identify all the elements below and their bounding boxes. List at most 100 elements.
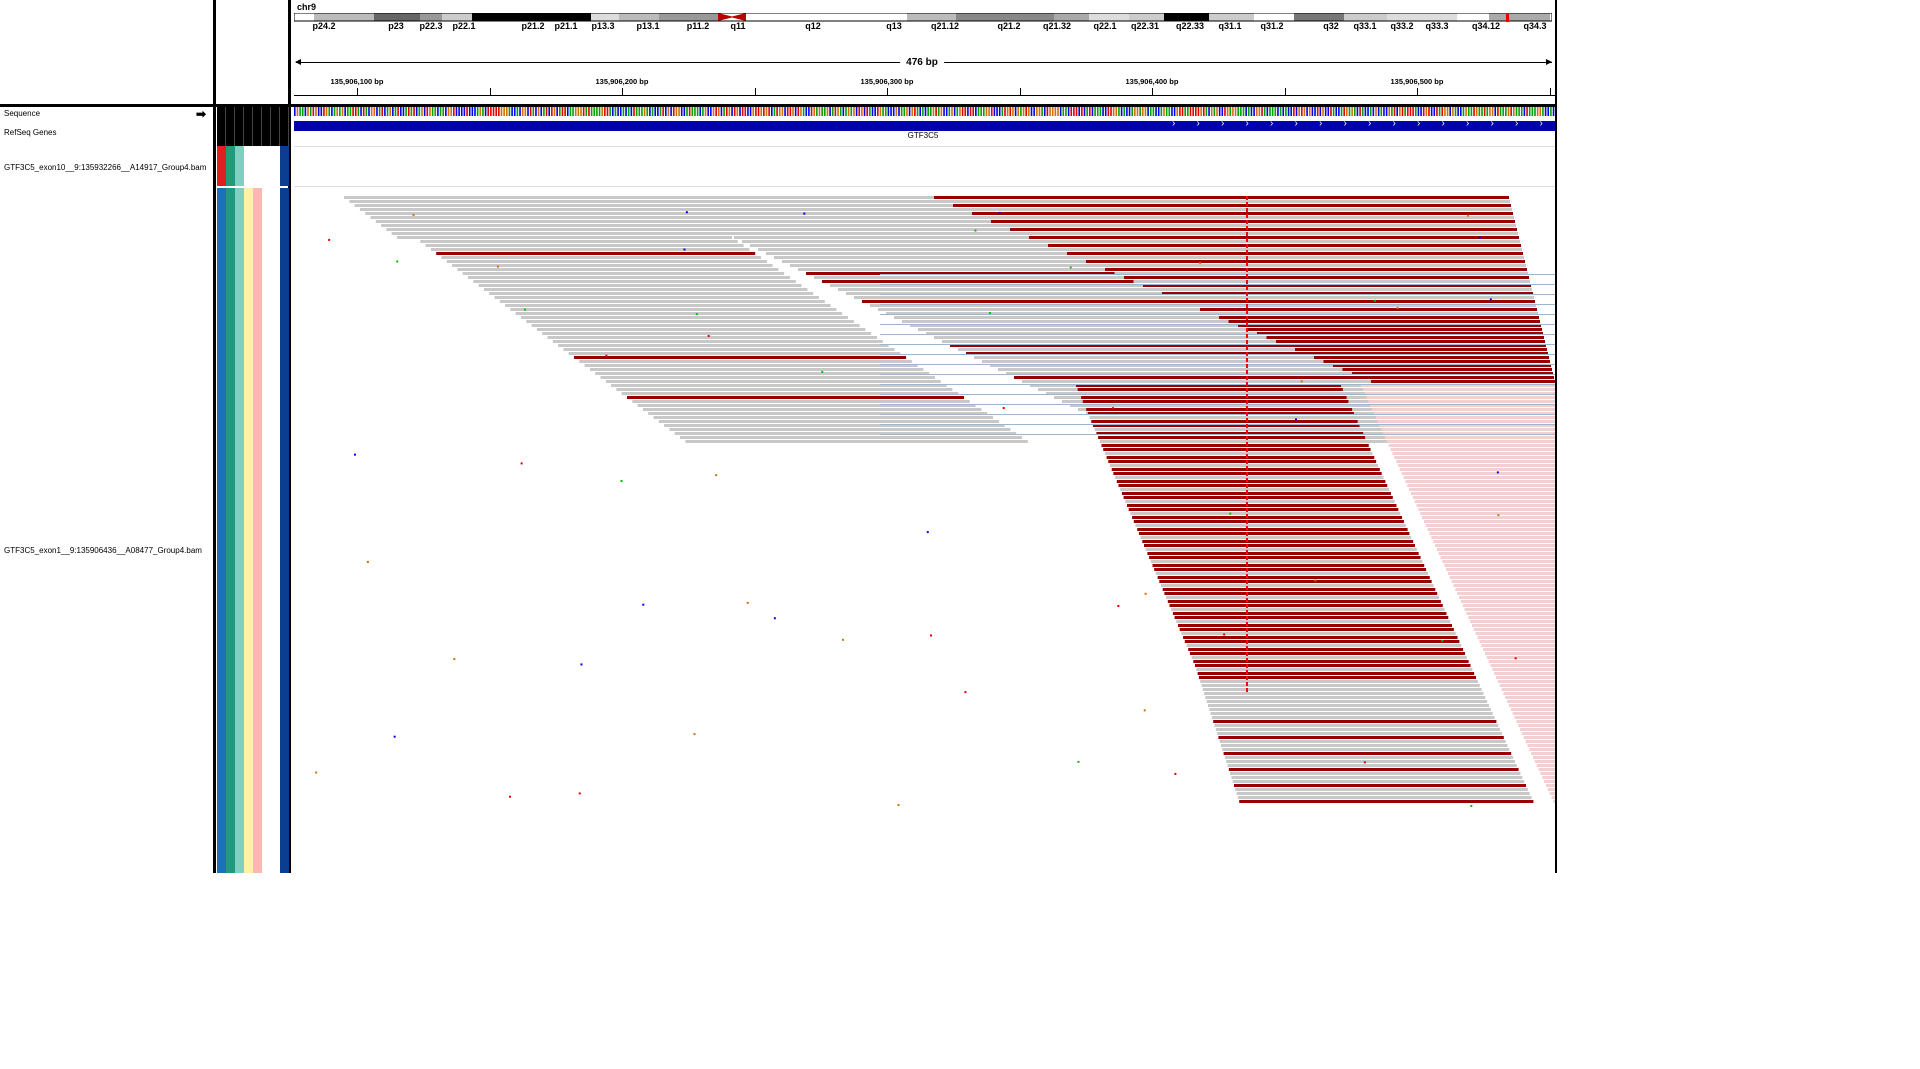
sequence-base xyxy=(1107,107,1110,116)
attribute-cell[interactable] xyxy=(217,188,226,873)
mismatch-base xyxy=(1246,586,1248,590)
attribute-header[interactable] xyxy=(217,104,226,146)
sequence-base xyxy=(402,107,405,116)
sequence-track[interactable] xyxy=(294,107,1555,116)
sequence-base xyxy=(1452,107,1454,116)
attribute-cell[interactable] xyxy=(262,188,271,873)
attribute-header[interactable] xyxy=(280,104,289,146)
strand-arrow-icon: › xyxy=(1319,118,1323,129)
aligned-read-clipped xyxy=(1473,628,1555,631)
ideogram-band xyxy=(1387,13,1457,21)
sequence-base xyxy=(325,107,328,116)
ideogram-band xyxy=(1344,13,1387,21)
alignment-reads[interactable] xyxy=(294,0,1555,873)
attribute-cell[interactable] xyxy=(235,146,244,186)
right-arrow-icon[interactable]: ➡ xyxy=(196,107,207,121)
sequence-base xyxy=(294,107,296,116)
track-label-refseq[interactable]: RefSeq Genes xyxy=(4,128,57,137)
attribute-cell[interactable] xyxy=(244,146,253,186)
sequence-base xyxy=(551,107,553,116)
attribute-header[interactable] xyxy=(262,104,271,146)
sequence-base xyxy=(606,107,609,116)
attribute-cell[interactable] xyxy=(235,188,244,873)
aligned-read xyxy=(1111,468,1380,471)
sequence-base xyxy=(474,107,476,116)
track-label-bam2[interactable]: GTF3C5_exon1__9:135906436__A08477_Group4… xyxy=(4,546,202,555)
sequence-base xyxy=(1115,107,1118,116)
chromosome-ideogram[interactable] xyxy=(294,13,1552,22)
sequence-base xyxy=(1462,107,1465,116)
attribute-cell[interactable] xyxy=(226,188,235,873)
aligned-read-clipped xyxy=(1496,676,1555,679)
mismatch-base xyxy=(1199,262,1202,265)
sequence-base xyxy=(1028,107,1030,116)
aligned-read-clipped xyxy=(1536,764,1555,767)
aligned-read xyxy=(1238,324,1541,327)
attribute-header[interactable] xyxy=(235,104,244,146)
attribute-cell[interactable] xyxy=(244,188,253,873)
mismatch-base xyxy=(1246,562,1248,566)
attribute-cell[interactable] xyxy=(280,188,289,873)
aligned-read xyxy=(563,348,895,351)
position-ruler[interactable]: 135,906,100 bp 135,906,200 bp 135,906,300 … xyxy=(294,75,1555,97)
attribute-cell[interactable] xyxy=(253,146,262,186)
attribute-cell[interactable] xyxy=(271,146,280,186)
aligned-read xyxy=(375,220,709,223)
aligned-read xyxy=(1323,360,1550,363)
sequence-base xyxy=(1308,107,1311,116)
attribute-header[interactable] xyxy=(226,104,235,146)
sequence-base xyxy=(566,107,569,116)
sequence-base xyxy=(1049,107,1051,116)
attribute-cell[interactable] xyxy=(280,146,289,186)
aligned-read xyxy=(1235,788,1528,791)
sequence-base xyxy=(423,107,426,116)
attribute-header[interactable] xyxy=(244,104,253,146)
sequence-base xyxy=(1430,107,1433,116)
ruler-tick xyxy=(622,88,623,96)
aligned-read xyxy=(1234,784,1526,787)
aligned-read xyxy=(1176,620,1451,623)
aligned-read xyxy=(894,316,1219,319)
sequence-base xyxy=(1208,107,1210,116)
aligned-read xyxy=(349,200,680,203)
aligned-read xyxy=(1087,412,1354,415)
alignment-area[interactable] xyxy=(294,0,1555,873)
strand-arrow-icon: › xyxy=(1270,118,1274,129)
sequence-base xyxy=(1319,107,1322,116)
sequence-base xyxy=(736,107,739,116)
attribute-cell[interactable] xyxy=(271,188,280,873)
sequence-base xyxy=(1025,107,1027,116)
sequence-base xyxy=(922,107,924,116)
sequence-base xyxy=(370,107,373,116)
attribute-header[interactable] xyxy=(271,104,280,146)
mismatch-base xyxy=(1246,550,1248,554)
aligned-read-clipped xyxy=(1399,468,1555,471)
aligned-read xyxy=(420,240,738,243)
sequence-base xyxy=(1520,107,1523,116)
mismatch-base xyxy=(508,795,511,798)
mismatch-base xyxy=(393,735,396,738)
track-label-bam1[interactable]: GTF3C5_exon10__9:135932266__A14917_Group… xyxy=(4,163,207,172)
track-label-sequence[interactable]: Sequence xyxy=(4,109,41,118)
mismatch-base xyxy=(1246,196,1248,200)
attribute-cell[interactable] xyxy=(253,188,262,873)
sequence-base xyxy=(1396,107,1398,116)
aligned-read xyxy=(653,416,993,419)
sequence-base xyxy=(315,107,317,116)
attribute-cell[interactable] xyxy=(262,146,271,186)
sequence-base xyxy=(1338,107,1340,116)
sequence-base xyxy=(980,107,982,116)
sequence-base xyxy=(710,107,712,116)
gene-feature-gtf3c5[interactable]: › › › › › › › › › › › › › › › › xyxy=(294,118,1555,131)
sequence-base xyxy=(1327,107,1330,116)
aligned-read-clipped xyxy=(1492,668,1555,671)
sequence-base xyxy=(513,107,516,116)
sequence-base xyxy=(837,107,839,116)
sequence-base xyxy=(535,107,537,116)
attribute-cell[interactable] xyxy=(217,146,226,186)
aligned-read xyxy=(489,292,814,295)
attribute-cell[interactable] xyxy=(226,146,235,186)
attribute-header[interactable] xyxy=(253,104,262,146)
aligned-read xyxy=(499,300,825,303)
aligned-read xyxy=(1190,304,1536,307)
